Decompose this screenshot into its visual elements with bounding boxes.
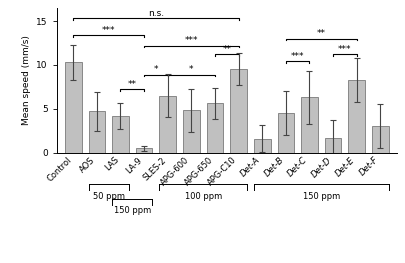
Text: **: ** <box>128 80 137 89</box>
Bar <box>301 97 318 153</box>
Bar <box>325 138 341 153</box>
Text: ***: *** <box>102 26 115 35</box>
Text: 150 ppm: 150 ppm <box>303 191 340 201</box>
Text: ***: *** <box>185 36 198 45</box>
Text: **: ** <box>222 45 231 54</box>
Text: *: * <box>153 65 158 74</box>
Bar <box>372 126 389 153</box>
Text: n.s.: n.s. <box>148 9 164 18</box>
Bar <box>89 111 105 153</box>
Bar <box>348 80 365 153</box>
Text: ***: *** <box>291 52 305 61</box>
Bar <box>160 95 176 153</box>
Bar <box>136 148 152 153</box>
Text: **: ** <box>317 29 326 38</box>
Text: ***: *** <box>338 45 352 54</box>
Bar <box>65 62 81 153</box>
Bar <box>254 139 271 153</box>
Text: 150 ppm: 150 ppm <box>114 206 151 215</box>
Bar <box>207 103 223 153</box>
Text: 100 ppm: 100 ppm <box>185 191 222 201</box>
Text: 50 ppm: 50 ppm <box>93 191 125 201</box>
Bar <box>230 69 247 153</box>
Bar <box>277 113 294 153</box>
Bar <box>183 110 200 153</box>
Y-axis label: Mean speed (mm/s): Mean speed (mm/s) <box>21 35 31 125</box>
Bar <box>112 116 129 153</box>
Text: *: * <box>189 65 194 74</box>
